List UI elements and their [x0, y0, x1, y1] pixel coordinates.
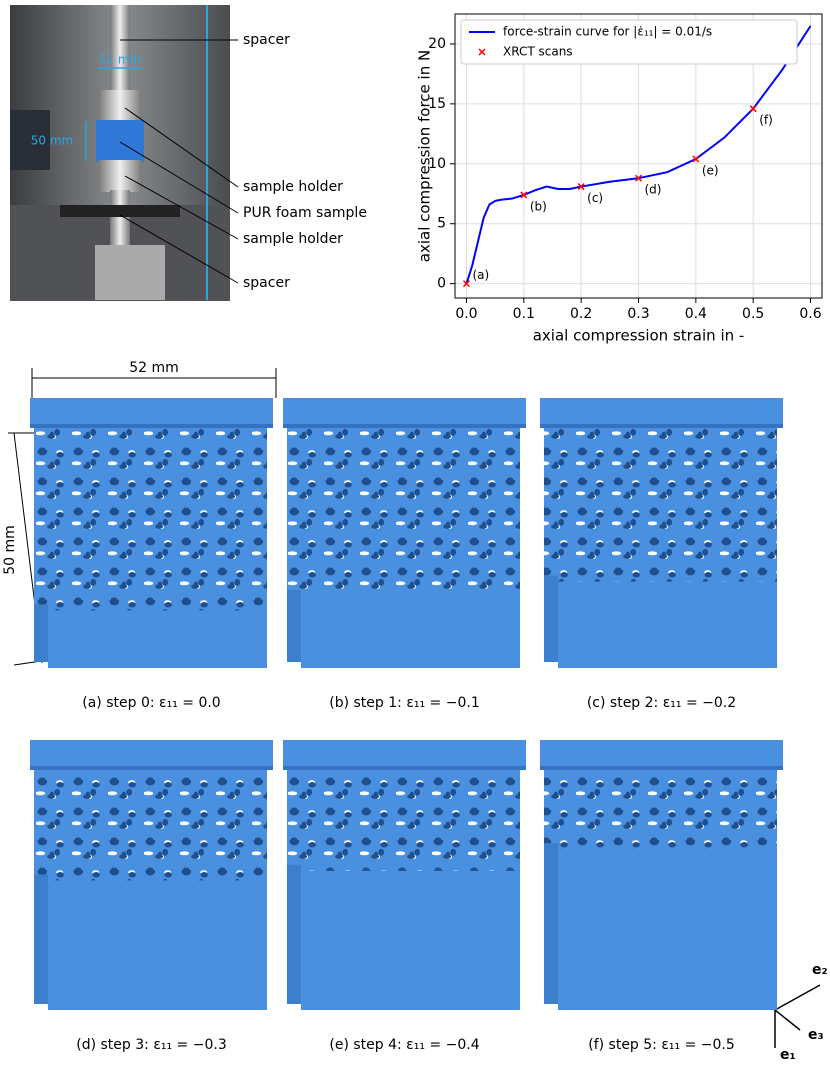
y-axis-label: axial compression force in N	[416, 50, 434, 262]
bottom-block-side	[34, 604, 48, 662]
photo-label: sample holder	[243, 231, 343, 247]
top-block	[30, 398, 273, 428]
bottom-block	[558, 849, 777, 1010]
axis-arrow	[775, 1010, 800, 1030]
photo-label: sample holder	[243, 179, 343, 195]
page: 52 mm 50 mm spacer sample holder PUR foa…	[0, 0, 830, 1065]
dimension-label: 50 mm	[31, 134, 73, 148]
dimension-label: 50 mm	[2, 525, 18, 575]
x-tick-label: 0.5	[742, 306, 764, 322]
x-tick-label: 0.0	[455, 306, 477, 322]
annotation: (b)	[530, 199, 547, 213]
foam-region	[34, 768, 267, 888]
x-axis-label: axial compression strain in -	[533, 327, 745, 345]
y-tick-label: 20	[428, 36, 446, 52]
caption: (e) step 4: ε₁₁ = −0.4	[329, 1037, 479, 1053]
bottom-block-side	[544, 576, 558, 662]
legend-label: XRCT scans	[503, 45, 573, 59]
caption: (b) step 1: ε₁₁ = −0.1	[329, 695, 480, 711]
x-tick-label: 0.3	[627, 306, 649, 322]
top-block	[30, 740, 273, 770]
x-tick-label: 0.6	[799, 306, 821, 322]
holder	[98, 90, 142, 122]
legend-label: force-strain curve for |ε̇₁₁| = 0.01/s	[503, 25, 712, 39]
axis-label: e₃	[808, 1027, 824, 1043]
figure: 52 mm 50 mm spacer sample holder PUR foa…	[0, 0, 830, 1065]
stage	[95, 245, 165, 300]
axis-label: e₁	[780, 1047, 796, 1063]
x-tick-label: 0.1	[513, 306, 535, 322]
y-tick-label: 0	[437, 276, 446, 292]
top-block	[540, 398, 783, 428]
top-block	[283, 740, 526, 770]
annotation: (c)	[587, 191, 603, 205]
annotation: (d)	[645, 183, 662, 197]
bottom-block-side	[34, 874, 48, 1004]
bottom-block	[48, 610, 267, 668]
x-tick-label: 0.2	[570, 306, 592, 322]
bottom-block	[301, 596, 520, 668]
axis-label: e₂	[812, 962, 828, 978]
annotation: (e)	[702, 163, 719, 177]
y-tick-label: 5	[437, 216, 446, 232]
photo-label: spacer	[243, 275, 290, 291]
top-block-face	[30, 766, 273, 770]
top-block-face	[283, 424, 526, 428]
caption: (a) step 0: ε₁₁ = 0.0	[82, 695, 220, 711]
caption: (f) step 5: ε₁₁ = −0.5	[588, 1037, 735, 1053]
caption: (d) step 3: ε₁₁ = −0.3	[76, 1037, 227, 1053]
bottom-block	[48, 880, 267, 1010]
top-block-face	[30, 424, 273, 428]
foam-region	[544, 768, 777, 857]
foam-region	[544, 426, 777, 590]
foam-region	[287, 426, 520, 604]
dimension-label: 52 mm	[99, 53, 141, 67]
top-block-face	[540, 424, 783, 428]
axis-arrow	[775, 985, 820, 1010]
dimension-label: 52 mm	[129, 360, 179, 376]
top-block	[540, 740, 783, 770]
top-block	[283, 398, 526, 428]
top-block-face	[540, 766, 783, 770]
photo-label: PUR foam sample	[243, 205, 367, 221]
foam-region	[34, 426, 267, 618]
rod	[110, 190, 130, 250]
bottom-block	[558, 582, 777, 668]
top-block-face	[283, 766, 526, 770]
annotation: (f)	[759, 113, 773, 127]
bottom-block-side	[287, 865, 301, 1004]
annotation: (a)	[472, 268, 489, 282]
photo: 52 mm 50 mm spacer sample holder PUR foa…	[10, 5, 367, 301]
photo-label: spacer	[243, 32, 290, 48]
foam-region	[287, 768, 520, 879]
holder	[98, 160, 142, 192]
x-tick-label: 0.4	[685, 306, 707, 322]
renderings: 52 mm 50 mm e₂ e₃ e₁ (a) step 0: ε₁₁ = 0…	[2, 360, 828, 1063]
caption: (c) step 2: ε₁₁ = −0.2	[587, 695, 736, 711]
bottom-block-side	[287, 590, 301, 662]
bottom-block-side	[544, 843, 558, 1004]
bottom-block	[301, 871, 520, 1010]
rod	[110, 5, 130, 95]
foam-sample	[96, 120, 144, 162]
